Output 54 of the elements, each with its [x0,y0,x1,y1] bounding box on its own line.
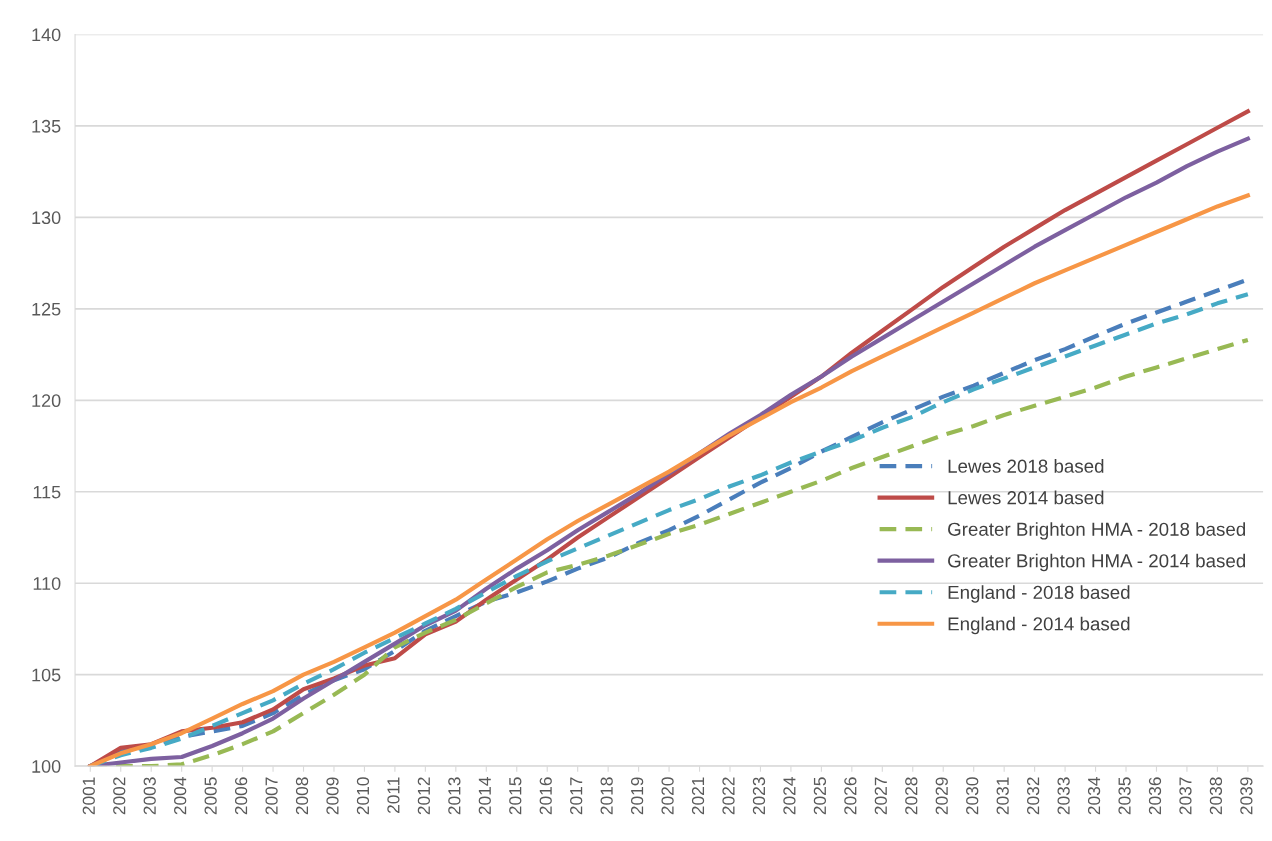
x-tick-label: 2008 [295,777,309,815]
legend-label: Greater Brighton HMA - 2018 based [948,522,1246,540]
x-tick-label: 2020 [661,777,674,815]
x-tick-label: 2006 [234,777,248,815]
x-tick-label: 2038 [1209,777,1223,815]
y-tick-label: 140 [32,28,61,42]
y-tick-label: 100 [32,760,61,773]
x-tick-label: 2039 [1240,777,1253,815]
x-tick-label: 2028 [905,777,918,815]
x-tick-label: 2011 [387,777,400,814]
x-tick-label: 2029 [935,777,948,815]
x-tick-label: 2014 [478,777,491,815]
x-tick-label: 2026 [844,777,857,815]
x-tick-label: 2012 [417,777,431,815]
x-tick-label: 2007 [265,777,278,815]
legend-label: England - 2018 based [948,585,1130,603]
x-tick-label: 2036 [1148,777,1162,815]
x-tick-label: 2019 [630,777,644,815]
legend-label: Lewes 2014 based [948,490,1104,505]
x-tick-label: 2037 [1179,777,1192,815]
x-tick-label: 2021 [691,777,705,815]
y-tick-label: 110 [33,577,61,590]
y-tick-label: 130 [32,211,61,225]
y-tick-label: 135 [32,119,61,133]
x-tick-label: 2013 [448,777,461,815]
x-tick-label: 2017 [570,777,583,815]
x-tick-label: 2010 [356,777,370,815]
x-tick-label: 2005 [204,777,217,815]
x-tick-label: 2032 [1026,777,1040,815]
x-tick-label: 2001 [82,777,95,815]
x-tick-label: 2030 [966,777,979,815]
x-tick-label: 2025 [813,777,827,815]
x-tick-label: 2022 [722,777,735,815]
legend-label: Greater Brighton HMA - 2014 based [948,553,1246,572]
x-tick-label: 2016 [539,777,552,815]
x-tick-label: 2034 [1087,777,1101,815]
legend-label: England - 2014 based [948,616,1130,635]
x-tick-label: 2024 [783,777,796,815]
x-tick-label: 2003 [143,777,156,815]
x-tick-label: 2027 [874,777,887,815]
x-tick-label: 2018 [600,777,613,815]
x-tick-label: 2004 [174,777,187,815]
x-tick-label: 2031 [996,777,1009,815]
x-tick-label: 2002 [113,777,126,815]
y-tick-label: 120 [32,394,61,408]
legend-label: Lewes 2018 based [948,459,1104,473]
x-tick-label: 2033 [1057,777,1070,815]
y-tick-label: 115 [33,485,61,499]
y-tick-label: 105 [32,668,61,682]
x-tick-label: 2009 [326,777,339,815]
x-tick-label: 2035 [1118,777,1131,815]
x-tick-label: 2023 [752,777,766,815]
y-tick-label: 125 [32,302,61,316]
x-tick-label: 2015 [509,777,522,815]
